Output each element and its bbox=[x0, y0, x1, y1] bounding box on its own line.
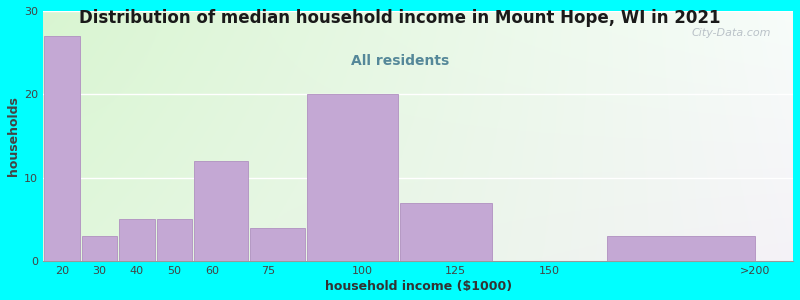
Bar bbox=[119, 219, 154, 261]
Bar bbox=[44, 36, 80, 261]
Text: Distribution of median household income in Mount Hope, WI in 2021: Distribution of median household income … bbox=[79, 9, 721, 27]
Bar bbox=[157, 219, 192, 261]
Text: All residents: All residents bbox=[351, 54, 449, 68]
Y-axis label: households: households bbox=[7, 96, 20, 176]
Bar bbox=[306, 94, 398, 261]
Bar bbox=[606, 236, 754, 261]
X-axis label: household income ($1000): household income ($1000) bbox=[325, 280, 512, 293]
Bar bbox=[194, 161, 248, 261]
Bar bbox=[400, 203, 492, 261]
Text: City-Data.com: City-Data.com bbox=[691, 28, 770, 38]
Bar bbox=[82, 236, 117, 261]
Bar bbox=[250, 228, 305, 261]
